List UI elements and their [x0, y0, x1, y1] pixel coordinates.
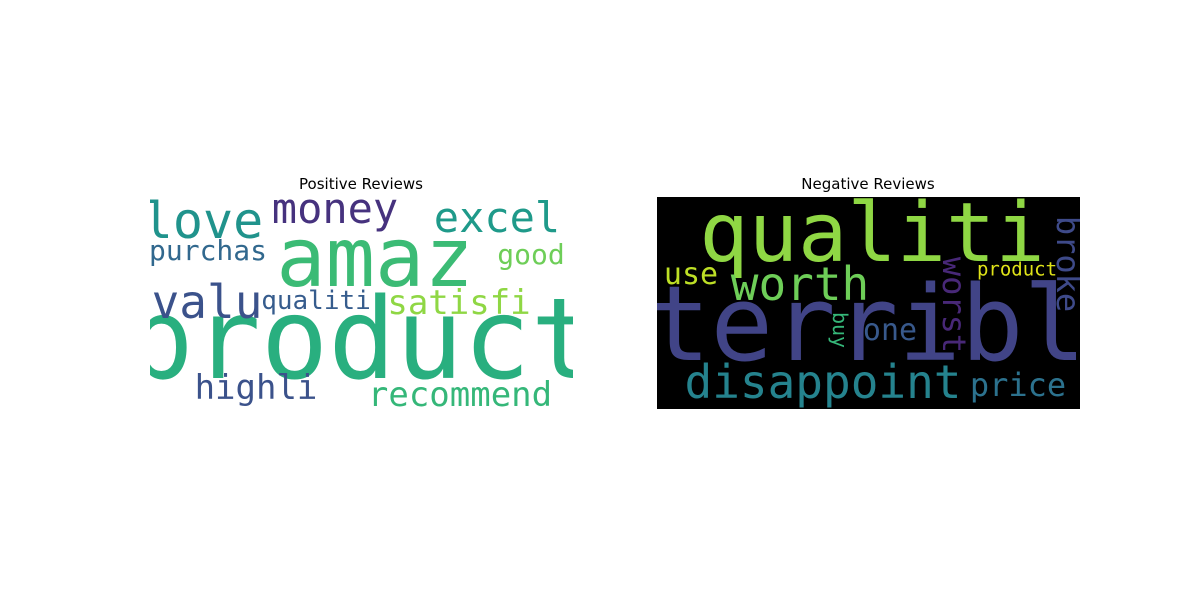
- positive-word-satisfi: satisfi: [387, 283, 531, 323]
- negative-word-qualiti: qualiti: [699, 197, 1045, 281]
- negative-word-use: use: [663, 257, 719, 292]
- positive-word-recommend: recommend: [367, 375, 553, 409]
- positive-reviews-title: Positive Reviews: [299, 175, 423, 193]
- negative-word-worth: worth: [730, 257, 870, 311]
- negative-word-price: price: [969, 366, 1067, 404]
- positive-word-cloud: product amaz love money excel valu purchas good…: [150, 197, 573, 409]
- positive-word-love: love: [150, 197, 264, 250]
- positive-word-money: money: [271, 197, 399, 233]
- negative-word-disappoint: disappoint: [684, 355, 962, 409]
- negative-word-one: one: [862, 313, 918, 348]
- negative-word-cloud: terribl qualiti worth disappoint use worst pro…: [657, 197, 1080, 409]
- positive-word-good: good: [497, 238, 565, 271]
- negative-word-broke: broke: [1049, 215, 1080, 313]
- negative-word-worst: worst: [935, 256, 973, 354]
- positive-word-product: product: [150, 275, 573, 405]
- negative-word-product: product: [976, 258, 1058, 281]
- positive-word-amaz: amaz: [276, 211, 474, 306]
- positive-word-valu: valu: [151, 275, 263, 329]
- positive-word-excel: excel: [433, 197, 561, 242]
- positive-word-highli: highli: [194, 368, 318, 408]
- negative-reviews-title: Negative Reviews: [801, 175, 935, 193]
- positive-word-qualiti: qualiti: [261, 286, 371, 316]
- negative-word-terribl: terribl: [657, 263, 1080, 385]
- negative-word-buy: buy: [828, 311, 852, 349]
- positive-word-purchas: purchas: [150, 234, 268, 267]
